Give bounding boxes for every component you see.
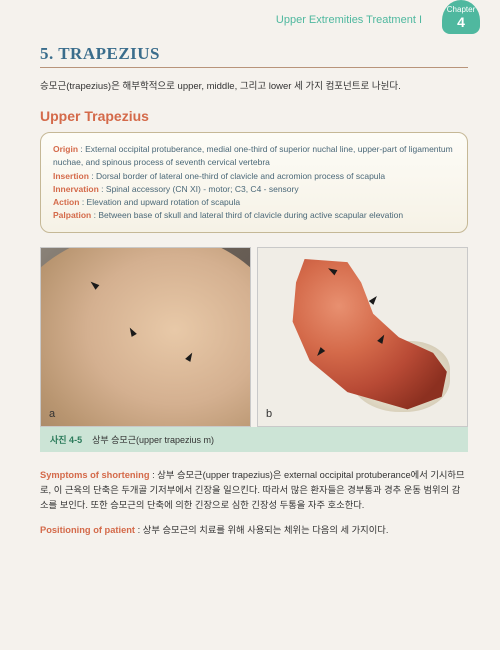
figure-b-label: b xyxy=(266,408,272,420)
sub-heading: Upper Trapezius xyxy=(40,108,468,124)
figure-b: b xyxy=(257,247,468,427)
figure-a: a xyxy=(40,247,251,427)
innervation-text: : Spinal accessory (CN XI) - motor; C3, … xyxy=(99,184,299,194)
figure-row: a b xyxy=(40,247,468,427)
positioning-text: : 상부 승모근의 치료를 위해 사용되는 체위는 다음의 세 가지이다. xyxy=(135,525,388,535)
figure-caption: 사진 4-5 상부 승모근(upper trapezius m) xyxy=(40,427,468,452)
positioning-paragraph: Positioning of patient : 상부 승모근의 치료를 위해 … xyxy=(40,523,468,538)
section-name: TRAPEZIUS xyxy=(58,44,160,63)
figure-b-muscle xyxy=(279,259,450,416)
innervation-row: Innervation : Spinal accessory (CN XI) -… xyxy=(53,183,455,196)
palpation-text: : Between base of skull and lateral thir… xyxy=(91,210,403,220)
section-number: 5. xyxy=(40,44,54,63)
figure-a-shoulder xyxy=(40,247,251,427)
origin-text: : External occipital protuberance, media… xyxy=(53,144,453,167)
origin-label: Origin xyxy=(53,144,78,154)
chapter-label: Upper Extremities Treatment I xyxy=(276,14,422,26)
action-row: Action : Elevation and upward rotation o… xyxy=(53,196,455,209)
palpation-label: Palpation xyxy=(53,210,91,220)
insertion-text: : Dorsal border of lateral one-third of … xyxy=(89,171,385,181)
section-title: 5. TRAPEZIUS xyxy=(40,44,468,68)
caption-number: 사진 4-5 xyxy=(50,435,82,445)
arrow-icon xyxy=(369,294,379,305)
action-text: : Elevation and upward rotation of scapu… xyxy=(79,197,240,207)
insertion-label: Insertion xyxy=(53,171,89,181)
intro-text: 승모근(trapezius)은 해부학적으로 upper, middle, 그리… xyxy=(40,80,468,94)
insertion-row: Insertion : Dorsal border of lateral one… xyxy=(53,170,455,183)
chapter-word: Chapter xyxy=(447,6,475,14)
palpation-row: Palpation : Between base of skull and la… xyxy=(53,209,455,222)
action-label: Action xyxy=(53,197,79,207)
origin-row: Origin : External occipital protuberance… xyxy=(53,143,455,169)
chapter-tab: Chapter 4 xyxy=(442,0,480,34)
symptoms-paragraph: Symptoms of shortening : 상부 승모근(upper tr… xyxy=(40,468,468,513)
chapter-number: 4 xyxy=(457,15,465,29)
positioning-lead: Positioning of patient xyxy=(40,525,135,535)
caption-text: 상부 승모근(upper trapezius m) xyxy=(92,435,214,445)
anatomy-info-box: Origin : External occipital protuberance… xyxy=(40,132,468,233)
innervation-label: Innervation xyxy=(53,184,99,194)
symptoms-lead: Symptoms of shortening xyxy=(40,470,150,480)
figure-a-label: a xyxy=(49,408,55,420)
